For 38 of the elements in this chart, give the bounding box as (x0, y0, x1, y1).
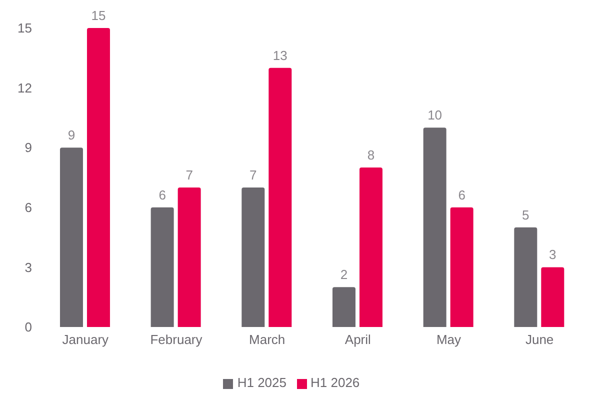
bar (359, 168, 382, 327)
data-label: 7 (250, 167, 257, 182)
bar (423, 128, 446, 327)
data-label: 13 (272, 48, 288, 63)
data-label: 7 (186, 167, 193, 182)
bar (541, 267, 564, 327)
bar (514, 227, 538, 327)
y-tick-label: 12 (18, 80, 32, 96)
y-tick-label: 0 (24, 320, 32, 335)
data-label: 2 (340, 267, 348, 282)
bar (332, 287, 356, 327)
bar (178, 187, 201, 327)
x-tick-label: April (344, 332, 372, 348)
x-tick-label: February (150, 332, 203, 348)
data-label: 6 (458, 187, 466, 202)
data-label: 9 (68, 128, 76, 143)
data-label: 15 (91, 8, 106, 23)
bar (150, 207, 174, 327)
y-tick-label: 3 (24, 260, 32, 275)
x-tick-label: March (249, 332, 286, 348)
y-tick-label: 9 (24, 140, 32, 156)
x-tick-label: May (436, 332, 462, 348)
x-tick-label: June (525, 332, 554, 348)
bar (268, 68, 292, 327)
x-tick-label: January (62, 332, 110, 348)
y-tick-label: 15 (18, 20, 32, 36)
bar (60, 148, 83, 327)
bar (86, 28, 110, 327)
bar (450, 207, 474, 327)
data-label: 8 (367, 148, 375, 163)
bar (242, 187, 265, 327)
data-label: 5 (522, 207, 530, 222)
data-label: 3 (549, 247, 556, 262)
legend-label: H1 2025 (237, 375, 286, 390)
data-label: 6 (158, 187, 166, 202)
y-tick-label: 6 (24, 200, 32, 216)
data-label: 10 (428, 108, 442, 123)
legend-label: H1 2026 (310, 375, 360, 390)
